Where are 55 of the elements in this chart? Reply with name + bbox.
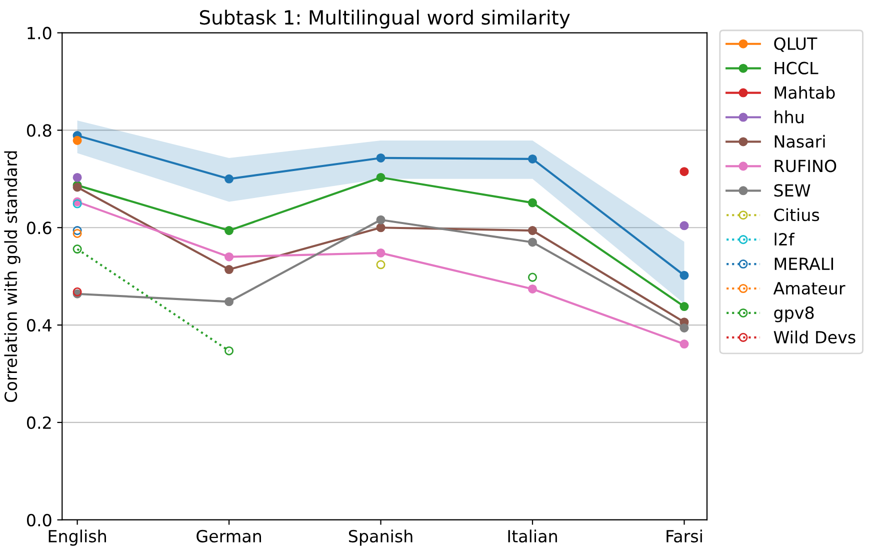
point bbox=[72, 244, 82, 254]
legend-label: l2f bbox=[774, 232, 795, 246]
legend-label: Nasari bbox=[774, 134, 825, 148]
point bbox=[528, 284, 538, 294]
point bbox=[528, 154, 538, 164]
point bbox=[72, 226, 82, 236]
y-tick-label: 0.6 bbox=[26, 222, 52, 234]
x-tick-label: English bbox=[48, 530, 106, 546]
y-tick-label: 1.0 bbox=[28, 26, 52, 40]
point bbox=[224, 174, 234, 184]
point bbox=[680, 270, 689, 280]
point bbox=[528, 198, 538, 208]
legend-label: RUFINO bbox=[774, 160, 836, 172]
point bbox=[680, 323, 689, 332]
point bbox=[528, 238, 538, 247]
point bbox=[376, 172, 386, 182]
legend-label: SEW bbox=[774, 184, 810, 197]
point bbox=[376, 153, 386, 162]
point bbox=[680, 221, 689, 230]
chart-title: Subtask 1: Multilingual word similarity bbox=[200, 10, 570, 29]
point bbox=[376, 223, 386, 232]
x-tick-label: German bbox=[196, 530, 261, 542]
legend-label: Amateur bbox=[773, 282, 846, 295]
point bbox=[224, 265, 234, 274]
point bbox=[224, 226, 234, 236]
point bbox=[72, 172, 82, 182]
point bbox=[224, 346, 234, 356]
y-tick-label: 0.4 bbox=[26, 319, 52, 332]
point bbox=[376, 248, 386, 258]
point bbox=[528, 226, 538, 236]
x-tick-label: Farsi bbox=[666, 530, 702, 542]
legend-label: Citius bbox=[774, 208, 820, 222]
point bbox=[72, 228, 82, 238]
y-tick-label: 0.2 bbox=[26, 416, 51, 430]
point bbox=[224, 297, 234, 306]
legend-label: HCCL bbox=[774, 62, 818, 74]
point bbox=[376, 215, 386, 224]
point bbox=[224, 252, 234, 262]
legend-label: MERALI bbox=[774, 258, 834, 270]
legend-label: hhu bbox=[774, 110, 804, 124]
point bbox=[376, 260, 386, 270]
legend-label: gpv8 bbox=[774, 306, 814, 322]
point bbox=[528, 272, 538, 282]
x-tick-label: Italian bbox=[508, 530, 557, 542]
point bbox=[680, 302, 689, 312]
point bbox=[680, 167, 689, 176]
legend-label: Mahtab bbox=[774, 86, 835, 99]
y-tick-label: 0.0 bbox=[26, 514, 52, 526]
y-tick-label: 0.8 bbox=[26, 124, 52, 137]
x-tick-label: Spanish bbox=[348, 530, 412, 546]
legend-label: Wild Devs bbox=[774, 330, 856, 344]
point bbox=[680, 340, 689, 349]
y-axis-title: Correlation with gold standard bbox=[4, 151, 20, 402]
point bbox=[72, 136, 82, 145]
legend-label: QLUT bbox=[774, 37, 818, 52]
